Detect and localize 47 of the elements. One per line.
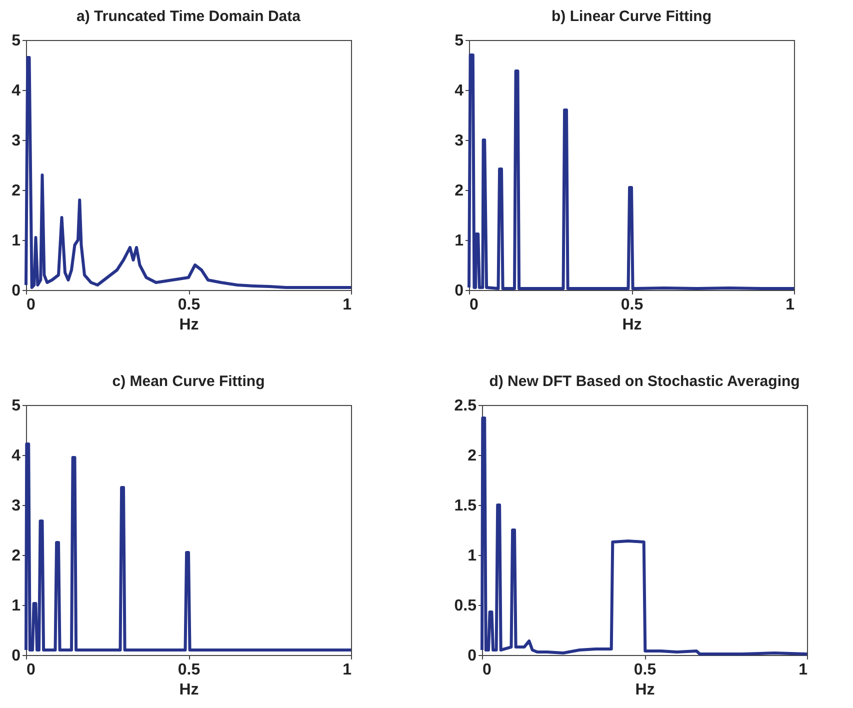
- chart-title: c) Mean Curve Fitting: [112, 373, 265, 390]
- chart-title: a) Truncated Time Domain Data: [76, 8, 302, 25]
- y-tick-label: 0.5: [454, 598, 477, 614]
- y-tick-label: 2: [12, 182, 21, 200]
- y-tick-label: 4: [12, 82, 21, 100]
- y-tick-label: 1: [12, 598, 21, 614]
- y-tick-label: 2: [12, 548, 21, 564]
- x-tick-label: 0: [26, 296, 36, 314]
- x-tick-label: 1: [786, 296, 795, 314]
- x-tick-label: 1: [342, 662, 352, 678]
- y-tick-label: 0: [12, 648, 21, 664]
- x-tick-label: 1: [798, 662, 808, 678]
- x-tick-label: 0: [482, 662, 492, 678]
- y-tick-label: 3: [12, 132, 21, 150]
- y-tick-label: 1: [468, 548, 477, 564]
- y-tick-label: 1: [454, 232, 464, 250]
- x-tick-label: 1: [342, 296, 352, 314]
- line-series: [468, 54, 796, 290]
- x-tick-label: 0.5: [178, 296, 200, 314]
- y-tick-label: 3: [12, 498, 21, 514]
- y-tick-label: 4: [12, 448, 21, 464]
- x-axis-title: Hz: [179, 316, 199, 334]
- x-tick-label: 0: [26, 662, 36, 678]
- y-tick-label: 2: [468, 448, 477, 464]
- y-tick-label: 1.5: [454, 498, 477, 514]
- y-tick-label: 5: [12, 398, 21, 414]
- chart-title: b) Linear Curve Fitting: [551, 8, 712, 25]
- y-tick-label: 5: [454, 32, 464, 50]
- y-tick-label: 0: [454, 282, 464, 300]
- y-tick-label: 5: [12, 32, 21, 50]
- x-axis-title: Hz: [179, 682, 199, 698]
- y-tick-label: 3: [454, 132, 464, 150]
- y-tick-label: 0: [468, 648, 477, 664]
- x-axis-title: Hz: [635, 682, 655, 698]
- x-tick-label: 0.5: [620, 296, 644, 314]
- x-tick-label: 0.5: [178, 662, 200, 678]
- y-tick-label: 1: [12, 232, 21, 250]
- x-tick-label: 0.5: [634, 662, 656, 678]
- y-tick-label: 4: [454, 82, 464, 100]
- y-tick-label: 0: [12, 282, 21, 300]
- line-series: [480, 416, 808, 656]
- line-series: [24, 442, 352, 652]
- y-tick-label: 2.5: [454, 398, 477, 414]
- line-series: [24, 56, 352, 289]
- y-tick-label: 2: [454, 182, 464, 200]
- chart-title: d) New DFT Based on Stochastic Averaging: [489, 373, 800, 390]
- x-axis-title: Hz: [622, 316, 642, 334]
